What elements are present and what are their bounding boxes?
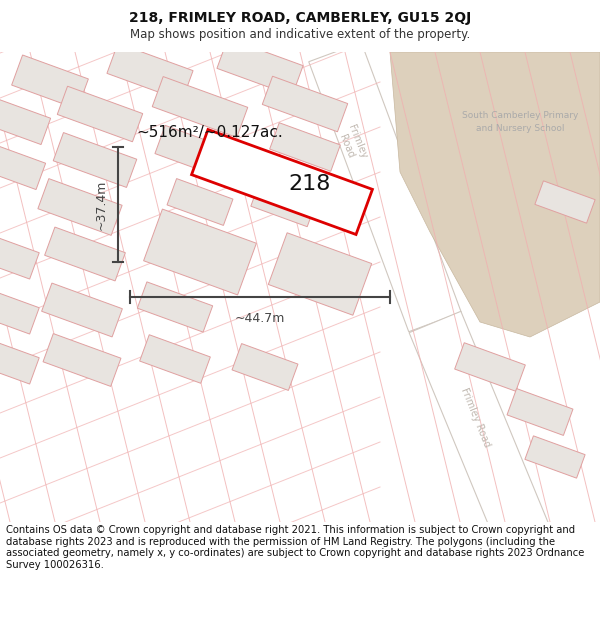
Polygon shape [232,344,298,391]
Polygon shape [191,129,373,234]
Polygon shape [455,342,526,391]
Polygon shape [409,311,556,562]
Text: South Camberley Primary
and Nursery School: South Camberley Primary and Nursery Scho… [462,111,578,132]
Polygon shape [140,335,211,383]
Polygon shape [268,232,371,315]
Polygon shape [0,290,39,334]
Text: Contains OS data © Crown copyright and database right 2021. This information is : Contains OS data © Crown copyright and d… [6,525,584,570]
Polygon shape [309,42,461,332]
Text: Frimley
Road: Frimley Road [335,123,369,165]
Polygon shape [217,38,303,96]
Polygon shape [167,179,233,226]
Text: Map shows position and indicative extent of the property.: Map shows position and indicative extent… [130,28,470,41]
Polygon shape [0,340,39,384]
Polygon shape [44,227,125,281]
Polygon shape [43,334,121,386]
Polygon shape [507,389,573,436]
Polygon shape [262,76,348,132]
Polygon shape [152,77,248,138]
Text: ~44.7m: ~44.7m [235,312,285,325]
Polygon shape [143,209,256,295]
Text: #aaaaaa: #aaaaaa [527,121,533,122]
Polygon shape [107,43,193,101]
Polygon shape [525,436,585,478]
Text: ~37.4m: ~37.4m [95,179,108,229]
Polygon shape [390,52,600,337]
Polygon shape [0,144,46,189]
Text: ~516m²/~0.127ac.: ~516m²/~0.127ac. [137,124,283,139]
Polygon shape [57,86,143,142]
Polygon shape [269,122,340,171]
Polygon shape [155,126,245,182]
Text: Frimley Road: Frimley Road [458,386,491,448]
Polygon shape [41,283,122,337]
Polygon shape [38,179,122,236]
Polygon shape [0,99,50,144]
Polygon shape [11,55,88,109]
Polygon shape [251,173,319,227]
Text: 218: 218 [289,174,331,194]
Polygon shape [535,181,595,223]
Polygon shape [53,132,137,188]
Polygon shape [137,282,212,332]
Polygon shape [0,235,39,279]
Text: 218, FRIMLEY ROAD, CAMBERLEY, GU15 2QJ: 218, FRIMLEY ROAD, CAMBERLEY, GU15 2QJ [129,11,471,26]
